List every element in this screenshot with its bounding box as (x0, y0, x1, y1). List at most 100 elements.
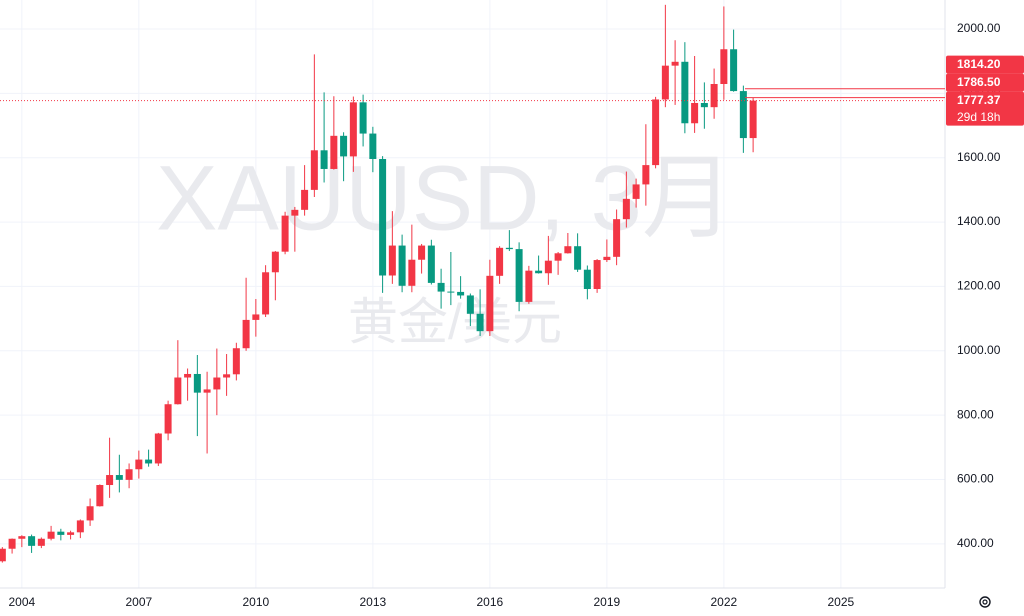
price-label-box (946, 55, 1024, 74)
candle-body (271, 251, 279, 273)
candle-body (388, 245, 396, 276)
candle-body (47, 531, 55, 539)
candle-body (86, 506, 94, 521)
candle-body (193, 373, 201, 393)
candle-body (622, 198, 630, 220)
y-tick-label: 400.00 (957, 536, 994, 550)
candle-body (379, 158, 387, 276)
candle-body (213, 377, 221, 390)
candle-body (359, 102, 367, 134)
y-tick-label: 1600.00 (957, 150, 1001, 164)
candle-body (564, 246, 572, 254)
candle-body (486, 275, 494, 332)
candle-body (174, 377, 182, 405)
price-label: 1814.20 (957, 57, 1001, 71)
candle-body (661, 65, 669, 100)
y-tick-label: 600.00 (957, 472, 994, 486)
candle-body (525, 270, 533, 302)
candle-body (330, 135, 338, 169)
candle-body (76, 520, 84, 533)
candle-body (320, 150, 328, 169)
candle-body (67, 532, 75, 535)
watermark-sub: 黄金/美元 (348, 294, 562, 350)
candle-body (681, 61, 689, 124)
x-tick-label: 2007 (125, 595, 152, 609)
x-tick-label: 2016 (477, 595, 504, 609)
candle-body (291, 209, 299, 216)
candle-body (369, 133, 377, 159)
candle-body (135, 459, 143, 470)
candle-body (8, 538, 16, 549)
candle-body (242, 319, 250, 349)
candle-body (408, 259, 416, 286)
candle-body (593, 260, 601, 290)
candle-body (106, 475, 114, 486)
candle-body (18, 536, 26, 539)
candle-body (700, 102, 708, 108)
y-tick-label: 1400.00 (957, 214, 1001, 228)
candle-body (749, 100, 757, 139)
price-label: 1777.37 (957, 93, 1001, 107)
candle-body (96, 485, 104, 507)
candle-body (37, 538, 45, 546)
candle-body (730, 49, 738, 92)
candle-body (28, 536, 36, 546)
candle-body (505, 247, 513, 250)
candle-body (691, 102, 699, 124)
candle-body (154, 433, 162, 464)
candle-body (652, 99, 660, 166)
candle-body (447, 291, 455, 293)
candle-body (710, 84, 718, 108)
x-tick-label: 2010 (242, 595, 269, 609)
candle-body (340, 135, 348, 157)
candle-body (476, 313, 484, 332)
candle-body (252, 314, 260, 320)
candle-body (544, 260, 552, 274)
candle-body (310, 150, 318, 190)
x-tick-label: 2022 (711, 595, 738, 609)
candle-body (281, 215, 289, 252)
candle-body (671, 61, 679, 66)
candle-body (125, 469, 133, 480)
candle-body (57, 531, 65, 535)
candle-body (496, 247, 504, 276)
price-label-box (946, 91, 1024, 126)
candle-body (554, 253, 562, 261)
candle-body (349, 102, 357, 157)
x-tick-label: 2019 (594, 595, 621, 609)
candle-body (115, 475, 123, 480)
candle-body (583, 269, 591, 290)
candle-body (603, 256, 611, 261)
x-tick-label: 2004 (8, 595, 35, 609)
y-tick-label: 2000.00 (957, 21, 1001, 35)
candle-body (632, 184, 640, 199)
price-label: 1786.50 (957, 75, 1001, 89)
candle-body (535, 270, 543, 274)
candle-body (301, 189, 309, 210)
x-tick-label: 2013 (360, 595, 387, 609)
candle-body (232, 348, 240, 375)
candle-body (398, 245, 406, 286)
candle-body (515, 249, 523, 302)
candle-body (739, 91, 747, 139)
price-label-box (946, 73, 1024, 92)
candle-body (466, 295, 474, 314)
candle-body (720, 49, 728, 84)
settings-icon[interactable] (979, 596, 991, 608)
candle-body (145, 459, 153, 464)
candle-body (437, 282, 445, 292)
candle-body (613, 219, 621, 257)
candle-body (0, 548, 6, 562)
candle-body (203, 389, 211, 393)
candle-body (427, 245, 435, 283)
y-tick-label: 800.00 (957, 407, 994, 421)
candle-body (642, 165, 650, 185)
y-tick-label: 1200.00 (957, 279, 1001, 293)
candle-body (574, 246, 582, 270)
y-tick-label: 1000.00 (957, 343, 1001, 357)
candle-body (164, 404, 172, 434)
candle-body (262, 272, 270, 315)
candle-body (184, 373, 192, 378)
x-tick-label: 2025 (828, 595, 855, 609)
